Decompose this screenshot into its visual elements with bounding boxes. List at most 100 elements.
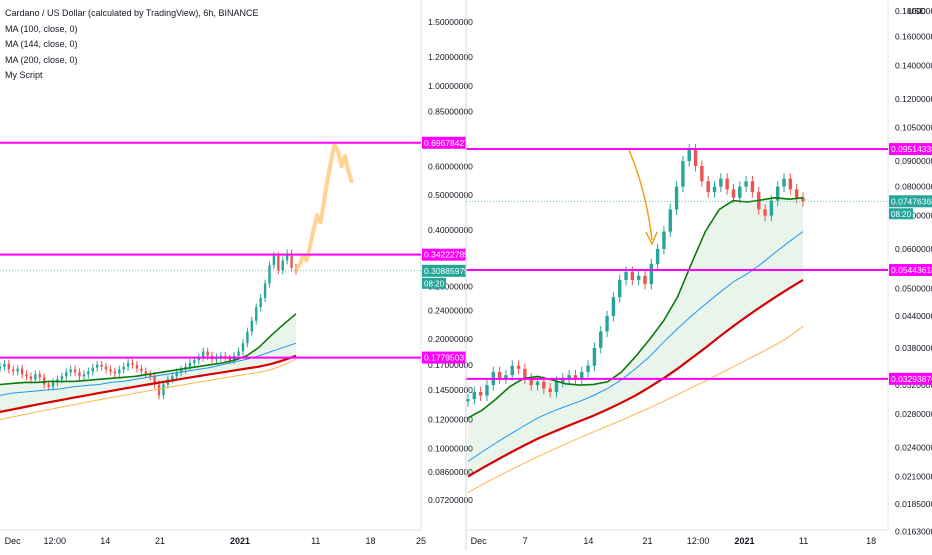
ma-ribbon bbox=[468, 197, 803, 477]
candle-body bbox=[34, 374, 37, 380]
candle-body bbox=[794, 189, 799, 198]
candle-body bbox=[719, 178, 723, 187]
y-tick-label: 0.12000000 bbox=[428, 415, 473, 425]
y-tick-label: 0.16000000 bbox=[895, 31, 932, 41]
y-tick-label: 1.50000000 bbox=[428, 17, 473, 27]
candle-body bbox=[51, 382, 55, 387]
candle-body bbox=[592, 347, 597, 366]
legend-ma-100[interactable]: MA (100, close, 0) bbox=[5, 23, 78, 34]
y-tick-label: 0.10000000 bbox=[428, 443, 473, 453]
candle-body bbox=[516, 365, 521, 369]
candle-body bbox=[171, 376, 174, 380]
y-tick-label: 0.14000000 bbox=[895, 60, 932, 70]
candle-body bbox=[510, 365, 514, 376]
right-chart-pane[interactable]: 0.18000000 0.16000000 0.14000000 0.12000000… bbox=[466, 0, 932, 550]
x-tick-label: 14 bbox=[100, 536, 110, 546]
y-tick-label: 0.01630000 bbox=[895, 526, 932, 536]
candle-body bbox=[140, 368, 143, 372]
candle-body bbox=[674, 186, 679, 210]
ma-100-line bbox=[0, 313, 297, 386]
candle-body bbox=[268, 265, 271, 284]
y-tick-label: 0.14500000 bbox=[428, 385, 473, 395]
candle-body bbox=[259, 297, 262, 308]
x-tick-label: 12:00 bbox=[687, 536, 710, 546]
y-tick-label: 0.05000000 bbox=[895, 283, 932, 293]
candle-body bbox=[60, 376, 64, 380]
candle-body bbox=[535, 381, 540, 386]
candle-body bbox=[100, 364, 103, 367]
level-price-label: 0.69678427 bbox=[424, 138, 469, 148]
candle-body bbox=[655, 248, 660, 264]
y-tick-label: 0.09000000 bbox=[895, 156, 932, 166]
candle-body bbox=[42, 377, 46, 385]
candle-body bbox=[179, 369, 183, 373]
y-tick-label: 0.10500000 bbox=[895, 123, 932, 133]
candle-body bbox=[126, 362, 130, 367]
last-price-tag bbox=[889, 195, 932, 208]
candle-body bbox=[712, 186, 717, 193]
x-tick-label: Dec bbox=[471, 536, 488, 546]
candle-body bbox=[104, 366, 108, 370]
y-tick-label: 0.40000000 bbox=[428, 225, 473, 235]
level-price-tag bbox=[889, 143, 932, 156]
y-tick-label: 0.85000000 bbox=[428, 107, 473, 117]
x-tick-label: 21 bbox=[642, 536, 652, 546]
candle-body bbox=[681, 161, 685, 187]
candle-body bbox=[554, 381, 559, 392]
extra-ma-line bbox=[0, 358, 297, 421]
countdown-label: 08:20 bbox=[424, 279, 445, 288]
candle-body bbox=[38, 374, 41, 378]
candle-body bbox=[687, 149, 691, 162]
level-price-tag bbox=[422, 136, 466, 149]
x-tick-label: 2021 bbox=[230, 536, 250, 546]
x-tick-label: 14 bbox=[583, 536, 593, 546]
legend-ma-144[interactable]: MA (144, close, 0) bbox=[5, 39, 78, 49]
candle-body bbox=[497, 371, 502, 379]
y-tick-label: 0.20000000 bbox=[428, 334, 473, 344]
candle-body bbox=[788, 178, 793, 190]
ma-200-line bbox=[467, 278, 804, 478]
candle-body bbox=[529, 378, 533, 386]
candle-body bbox=[580, 371, 584, 379]
candle-body bbox=[162, 384, 165, 396]
y-tick-label: 0.03800000 bbox=[895, 343, 932, 353]
y-tick-label: 0.03200000 bbox=[895, 380, 932, 390]
candle-body bbox=[12, 369, 15, 372]
legend-my-script[interactable]: My Script bbox=[5, 70, 43, 80]
candle-body bbox=[573, 375, 578, 379]
candle-body bbox=[250, 320, 254, 332]
candle-body bbox=[599, 331, 603, 348]
candle-body bbox=[466, 399, 470, 402]
x-tick-label: 18 bbox=[365, 536, 375, 546]
ma-144-line bbox=[467, 231, 804, 462]
candle-body bbox=[504, 375, 508, 379]
extra-ma-line bbox=[467, 325, 804, 493]
legend-ma-200[interactable]: MA (200, close, 0) bbox=[5, 54, 78, 65]
candle-body bbox=[228, 358, 231, 361]
y-tick-label: 1.00000000 bbox=[428, 81, 473, 91]
candle-body bbox=[731, 189, 736, 198]
candle-body bbox=[567, 375, 571, 379]
candle-body bbox=[20, 368, 24, 375]
candle-body bbox=[16, 368, 19, 372]
candle-body bbox=[636, 275, 641, 280]
legend-title[interactable]: Cardano / US Dollar (calculated by Tradi… bbox=[5, 8, 259, 18]
x-tick-label: 11 bbox=[311, 536, 320, 546]
projection-path bbox=[294, 142, 354, 272]
candle-body bbox=[109, 369, 112, 372]
candle-body bbox=[725, 178, 729, 190]
candle-body bbox=[738, 186, 742, 198]
last-price-tag bbox=[422, 264, 466, 277]
candle-body bbox=[643, 275, 647, 285]
y-tick-label: 1.20000000 bbox=[428, 52, 473, 62]
candle-body bbox=[7, 363, 11, 370]
countdown-tag bbox=[889, 208, 913, 220]
candle-body bbox=[281, 260, 284, 271]
countdown-label: 08:20 bbox=[891, 210, 912, 219]
left-chart-pane[interactable]: 1.50000000 1.20000000 1.00000000 0.85000000… bbox=[0, 0, 473, 550]
candle-body bbox=[561, 378, 565, 382]
y-tick-label: 0.01850000 bbox=[895, 499, 932, 509]
candle-body bbox=[472, 391, 477, 400]
candle-body bbox=[47, 384, 50, 387]
